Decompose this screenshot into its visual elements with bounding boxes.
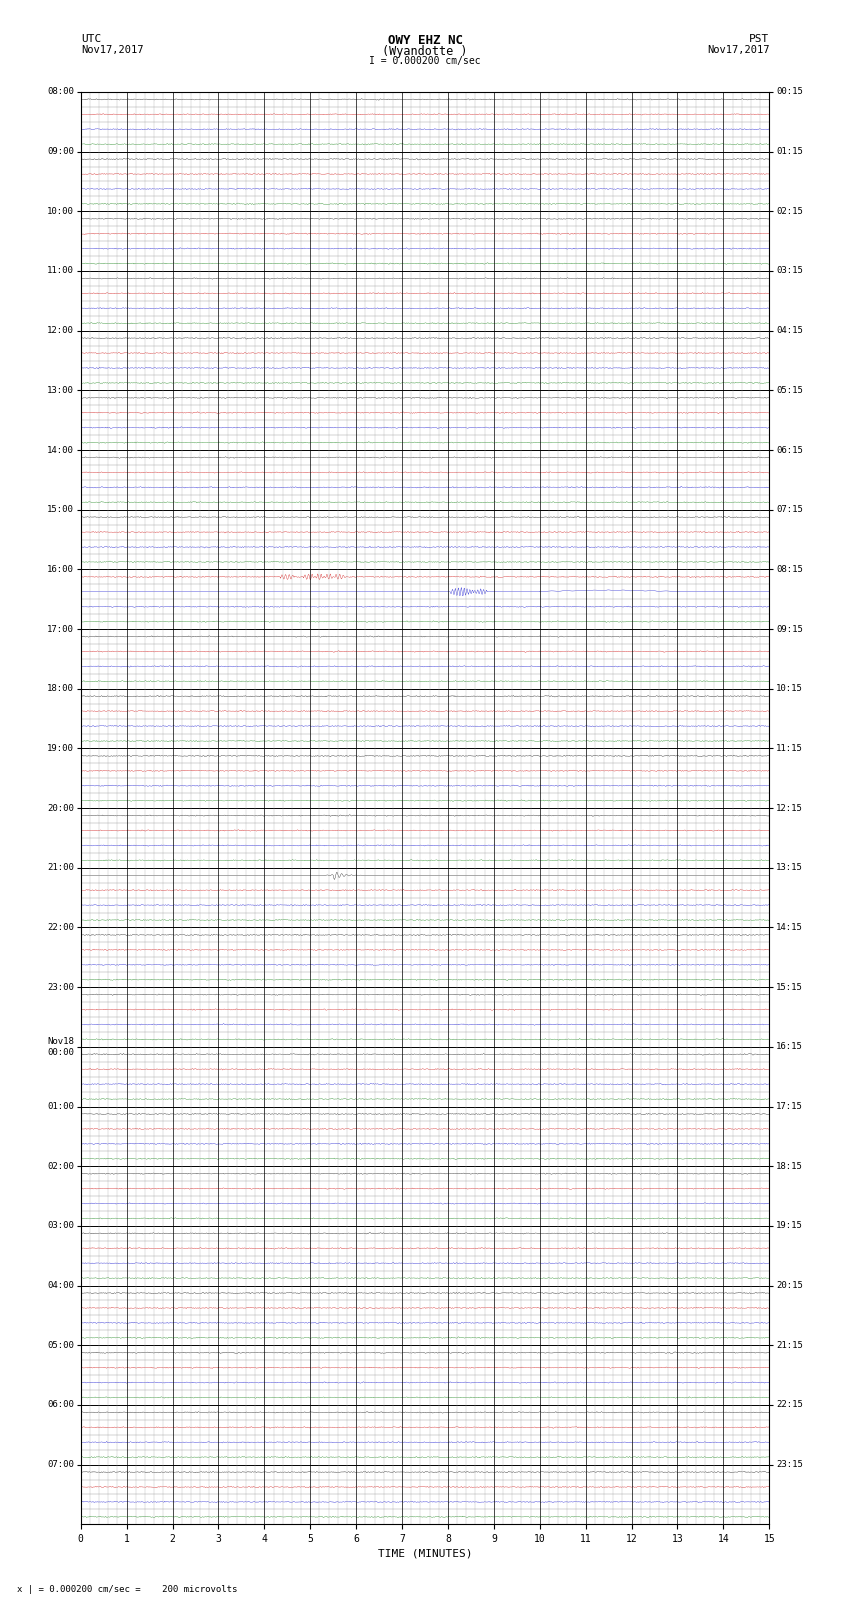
Text: OWY EHZ NC: OWY EHZ NC — [388, 34, 462, 47]
Text: Nov17,2017: Nov17,2017 — [81, 45, 144, 55]
Text: PST: PST — [749, 34, 769, 44]
Text: I = 0.000200 cm/sec: I = 0.000200 cm/sec — [369, 56, 481, 66]
X-axis label: TIME (MINUTES): TIME (MINUTES) — [377, 1548, 473, 1558]
Text: x | = 0.000200 cm/sec =    200 microvolts: x | = 0.000200 cm/sec = 200 microvolts — [17, 1584, 237, 1594]
Text: UTC: UTC — [81, 34, 101, 44]
Text: (Wyandotte ): (Wyandotte ) — [382, 45, 468, 58]
Text: Nov17,2017: Nov17,2017 — [706, 45, 769, 55]
